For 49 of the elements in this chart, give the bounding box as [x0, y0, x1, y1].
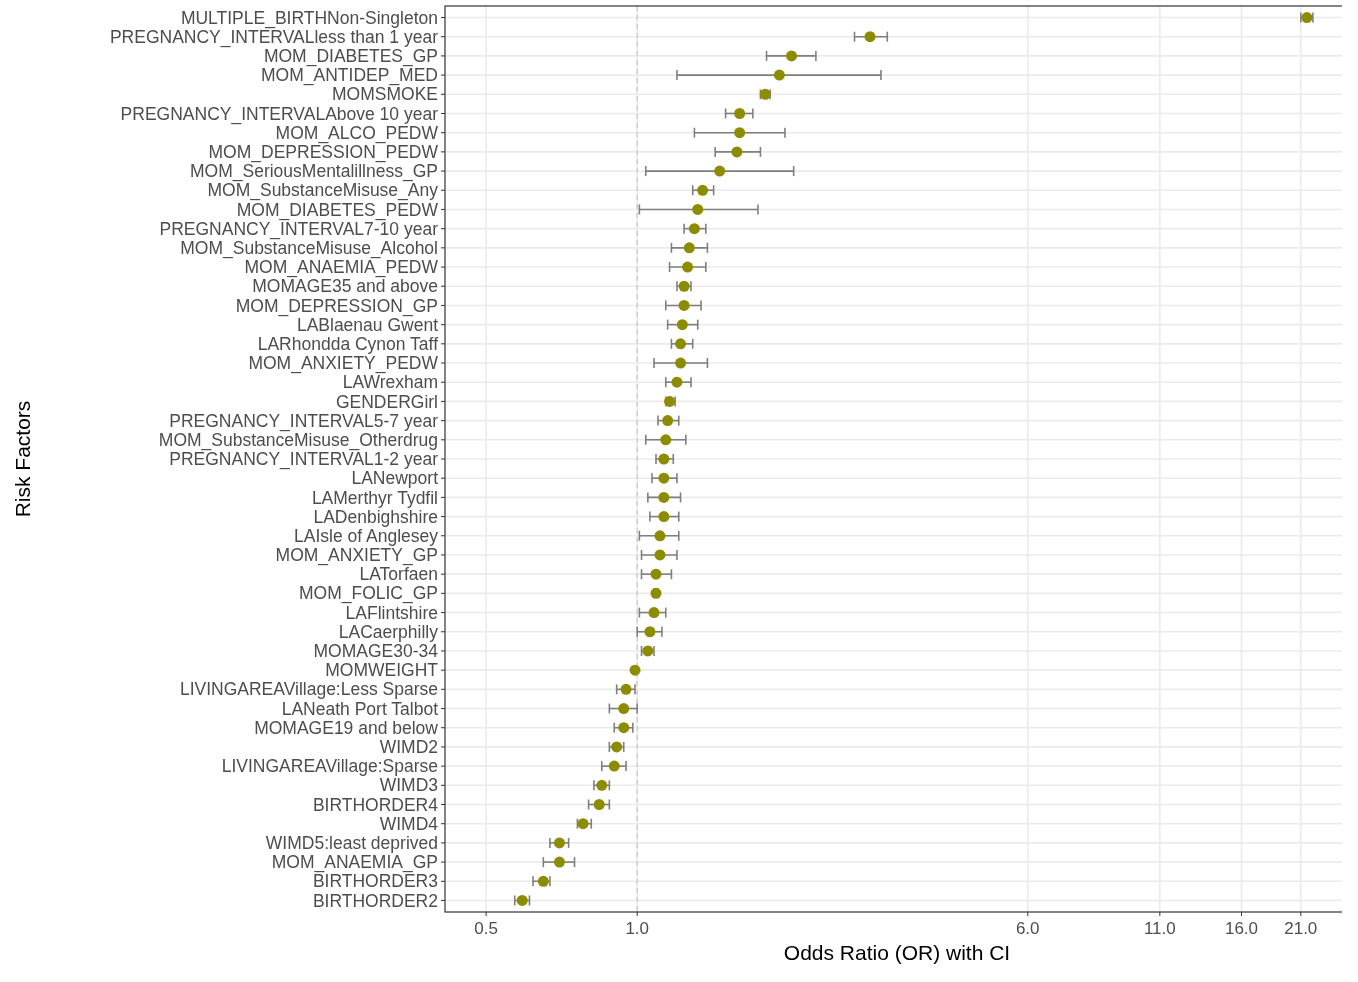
x-axis-title: Odds Ratio (OR) with CI — [783, 941, 1011, 964]
y-tick-label: MOMSMOKE — [332, 84, 438, 105]
x-tick-label: 1.0 — [625, 919, 650, 938]
y-tick-label: MOMWEIGHT — [325, 660, 439, 681]
y-axis-title: Risk Factors — [11, 400, 34, 518]
y-tick-label: MOM_DEPRESSION_PEDW — [208, 142, 439, 164]
y-tick-label: PREGNANCY_INTERVAL5-7 year — [169, 410, 439, 432]
y-tick-label: MOM_ANAEMIA_GP — [271, 852, 438, 874]
y-tick-label: LAMerthyr Tydfil — [311, 487, 438, 508]
y-tick-label: LANeath Port Talbot — [281, 698, 439, 719]
y-tick-label: WIMD4 — [379, 813, 439, 834]
y-tick-label: BIRTHORDER4 — [312, 794, 439, 815]
y-tick-label: LACaerphilly — [338, 621, 439, 642]
y-tick-label: LABlaenau Gwent — [296, 314, 439, 335]
y-tick-label: LANewport — [351, 468, 439, 489]
y-tick-label: GENDERGirl — [335, 391, 438, 412]
y-tick-label: LATorfaen — [359, 564, 438, 585]
y-tick-label: BIRTHORDER3 — [312, 871, 438, 892]
y-tick-label: LAWrexham — [342, 372, 438, 393]
x-tick-label: 11.0 — [1143, 919, 1176, 938]
y-tick-label: LARhondda Cynon Taff — [257, 333, 439, 354]
y-tick-label: WIMD5:least deprived — [265, 833, 438, 854]
y-tick-label: LIVINGAREAVillage:Sparse — [221, 756, 438, 777]
y-tick-label: PREGNANCY_INTERVAL1-2 year — [169, 449, 439, 471]
y-tick-label: MOMAGE19 and below — [254, 717, 439, 738]
x-tick-label: 21.0 — [1284, 919, 1318, 938]
y-tick-label: WIMD3 — [379, 775, 438, 796]
y-tick-label: MOM_SubstanceMisuse_Any — [207, 180, 439, 202]
y-tick-label: LIVINGAREAVillage:Less Sparse — [179, 679, 438, 700]
y-tick-label: MULTIPLE_BIRTHNon-Singleton — [180, 7, 438, 29]
y-tick-label: MOM_ANXIETY_GP — [275, 545, 438, 567]
y-tick-label: BIRTHORDER2 — [312, 890, 438, 911]
y-tick-label: MOM_ANXIETY_PEDW — [248, 353, 439, 375]
y-tick-label: MOM_ANTIDEP_MED — [261, 65, 438, 87]
y-tick-label: PREGNANCY_INTERVALAbove 10 year — [120, 103, 439, 125]
y-tick-label: MOM_SeriousMentalillness_GP — [189, 161, 438, 183]
y-tick-label: MOM_FOLIC_GP — [298, 583, 438, 605]
y-tick-label: PREGNANCY_INTERVAL7-10 year — [159, 218, 439, 240]
y-tick-label: MOM_ANAEMIA_PEDW — [244, 257, 439, 279]
x-tick-label: 6.0 — [1015, 919, 1040, 938]
y-tick-label: MOM_DIABETES_GP — [263, 46, 438, 68]
y-tick-label: LAFlintshire — [345, 602, 438, 623]
y-tick-label: MOMAGE30-34 — [313, 641, 439, 662]
x-tick-label: 0.5 — [474, 919, 498, 938]
y-tick-label: MOMAGE35 and above — [252, 276, 438, 297]
y-tick-label: MOM_DIABETES_PEDW — [236, 199, 439, 221]
y-tick-label: MOM_DEPRESSION_GP — [235, 295, 438, 317]
y-tick-label: WIMD2 — [379, 737, 438, 758]
x-tick-label: 16.0 — [1224, 919, 1259, 938]
